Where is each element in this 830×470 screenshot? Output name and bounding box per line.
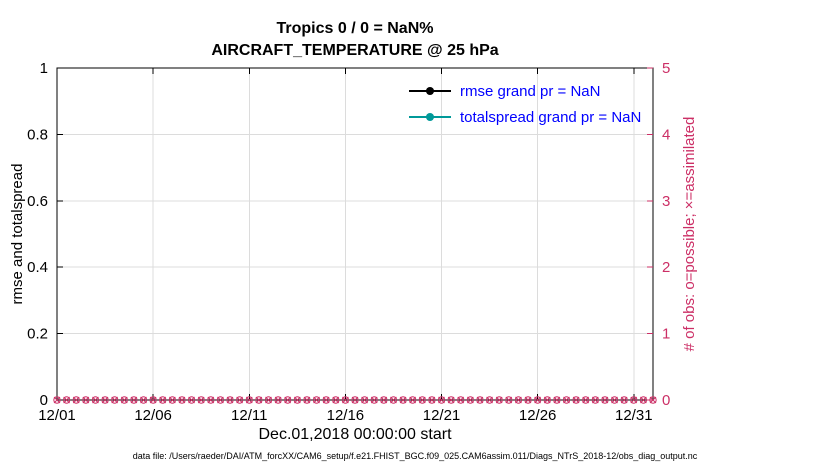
- chart-title-line2: AIRCRAFT_TEMPERATURE @ 25 hPa: [211, 42, 499, 59]
- svg-text:12/06: 12/06: [134, 407, 172, 424]
- legend: rmse grand pr = NaN totalspread grand pr…: [408, 78, 641, 130]
- svg-text:12/31: 12/31: [615, 407, 653, 424]
- obs-markers: [53, 396, 657, 404]
- svg-text:0.2: 0.2: [27, 326, 48, 343]
- rmse-line-marker-icon: [409, 87, 451, 95]
- svg-text:12/26: 12/26: [519, 407, 557, 424]
- svg-text:5: 5: [662, 60, 670, 77]
- svg-text:1: 1: [40, 60, 48, 77]
- svg-text:0.8: 0.8: [27, 126, 48, 143]
- svg-text:2: 2: [662, 259, 670, 276]
- svg-text:4: 4: [662, 126, 670, 143]
- legend-item-totalspread: totalspread grand pr = NaN: [408, 104, 641, 130]
- svg-text:12/21: 12/21: [423, 407, 461, 424]
- x-tick-labels: 12/01 12/06 12/11 12/16 12/21 12/26 12/31: [38, 407, 652, 424]
- y-tick-labels-right: 0 1 2 3 4 5: [662, 60, 670, 409]
- svg-text:0.6: 0.6: [27, 193, 48, 210]
- svg-text:0: 0: [662, 392, 670, 409]
- y-tick-labels-left: 0 0.2 0.4 0.6 0.8 1: [27, 60, 48, 409]
- legend-label-totalspread: totalspread grand pr = NaN: [460, 108, 642, 126]
- svg-text:1: 1: [662, 326, 670, 343]
- footer-datafile-path: data file: /Users/raeder/DAI/ATM_forcXX/…: [132, 451, 698, 461]
- svg-text:12/11: 12/11: [231, 407, 267, 424]
- svg-text:0: 0: [40, 392, 48, 409]
- chart-title-line1: Tropics 0 / 0 = NaN%: [276, 20, 434, 37]
- svg-text:12/16: 12/16: [327, 407, 365, 424]
- legend-label-rmse: rmse grand pr = NaN: [460, 82, 601, 100]
- legend-item-rmse: rmse grand pr = NaN: [408, 78, 641, 104]
- svg-text:3: 3: [662, 193, 670, 210]
- svg-text:0.4: 0.4: [27, 259, 48, 276]
- svg-text:12/01: 12/01: [38, 407, 76, 424]
- x-axis-label: Dec.01,2018 00:00:00 start: [258, 426, 452, 443]
- totalspread-line-marker-icon: [409, 113, 451, 121]
